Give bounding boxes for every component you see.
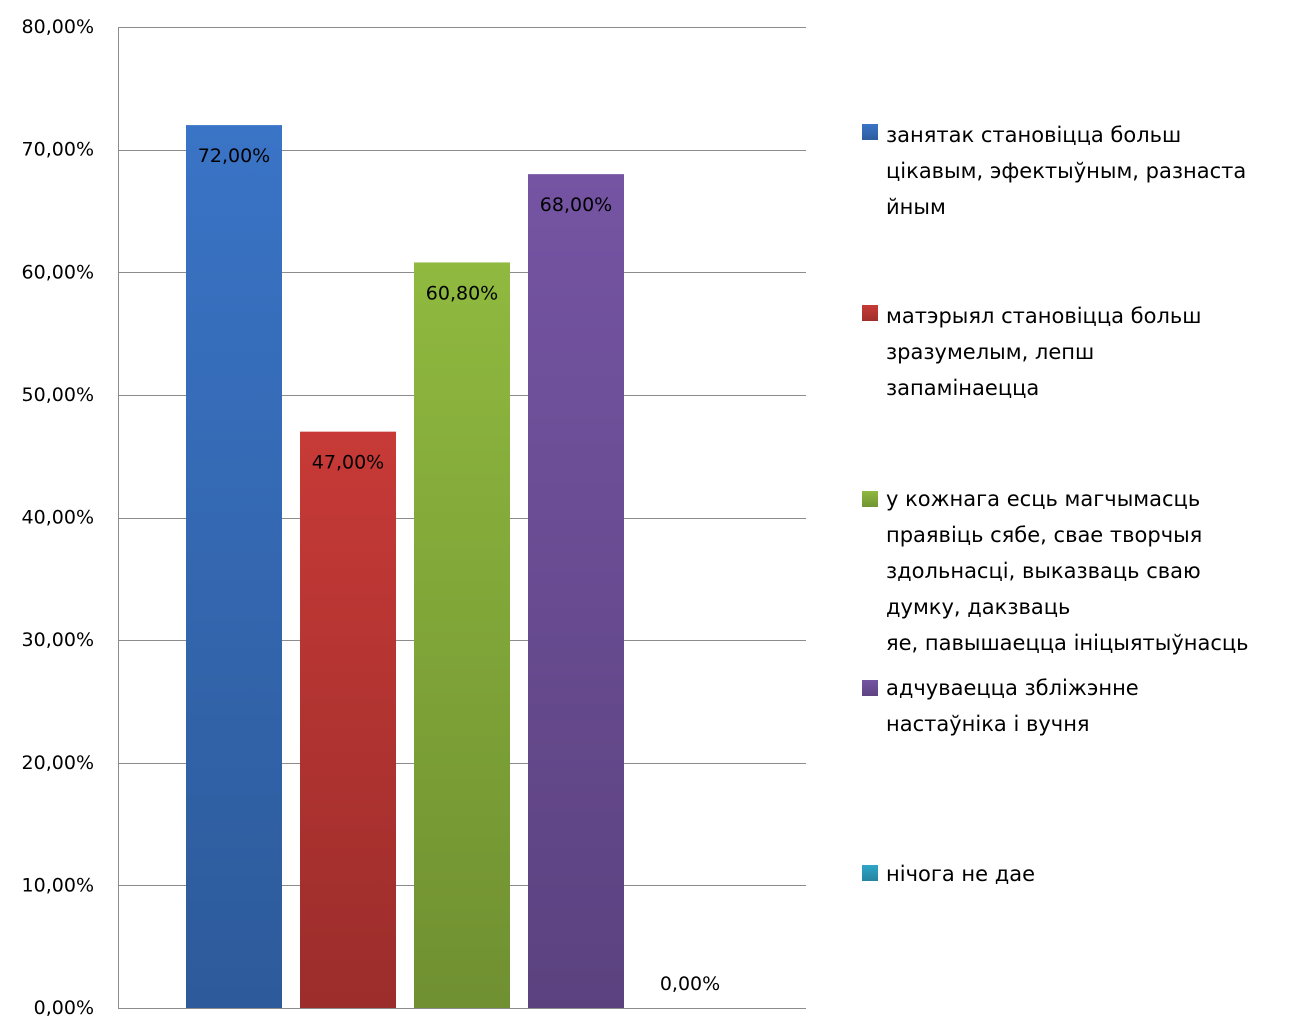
y-tick-label: 20,00%: [22, 752, 94, 774]
data-labels: 72,00% 47,00% 60,80% 68,00% 0,00%: [198, 145, 720, 995]
y-tick-label: 60,00%: [22, 261, 94, 283]
legend-label: у кожнага есць магчымасць праявіць сябе,…: [886, 487, 1249, 655]
legend-label: адчуваецца зблiжэнне настаўніка і вучня: [886, 676, 1139, 736]
bar: [528, 174, 624, 1008]
y-tick-label: 30,00%: [22, 629, 94, 651]
bar: [186, 125, 282, 1009]
y-tick-label: 80,00%: [22, 16, 94, 38]
y-tick-label: 50,00%: [22, 384, 94, 406]
data-label: 72,00%: [198, 145, 270, 167]
legend-swatch: [862, 680, 878, 696]
legend-swatch: [862, 491, 878, 507]
y-axis-ticks: 0,00% 10,00% 20,00% 30,00% 40,00% 50,00% 60,00…: [22, 16, 94, 1018]
legend: занятак становіцца больш цікавым, эфекты…: [862, 0, 1290, 1018]
data-label: 68,00%: [540, 194, 612, 216]
legend-label: занятак становіцца больш цікавым, эфекты…: [886, 123, 1247, 219]
y-tick-label: 70,00%: [22, 139, 94, 161]
y-tick-label: 40,00%: [22, 507, 94, 529]
legend-swatch: [862, 305, 878, 321]
legend-label: нічога не дае: [886, 862, 1036, 886]
bar-chart: 0,00% 10,00% 20,00% 30,00% 40,00% 50,00% 60,00…: [22, 16, 806, 1018]
y-tick-label: 10,00%: [22, 874, 94, 896]
data-label: 60,80%: [426, 282, 498, 304]
data-label: 47,00%: [312, 452, 384, 474]
data-label: 0,00%: [660, 973, 720, 995]
legend-swatch: [862, 124, 878, 140]
bars: [186, 125, 624, 1009]
bar: [414, 262, 510, 1008]
bar: [300, 431, 396, 1009]
legend-label: матэрыял становіцца больш зразумелым, ле…: [886, 304, 1202, 400]
y-tick-label: 0,00%: [34, 997, 94, 1018]
legend-swatch: [862, 865, 878, 881]
